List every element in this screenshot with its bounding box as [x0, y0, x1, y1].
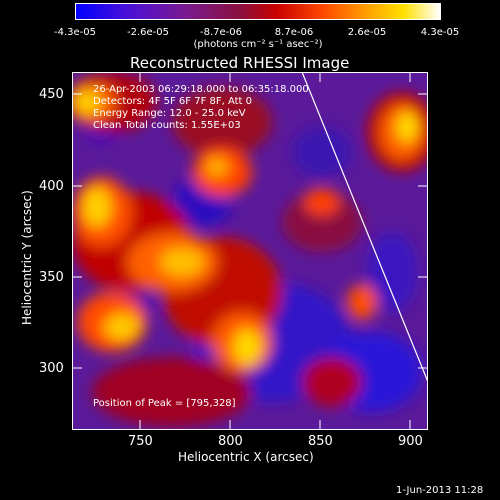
colorbar-tick-3: -8.7e-06 [200, 27, 242, 38]
annotation-energy: Energy Range: 12.0 - 25.0 keV [93, 108, 246, 119]
colorbar-tick-4: 8.7e-06 [274, 27, 314, 38]
rhessi-image [72, 72, 428, 430]
colorbar-tick-2: -2.6e-05 [127, 27, 169, 38]
plot-title: Reconstructed RHESSI Image [130, 54, 350, 72]
x-axis-label: Heliocentric X (arcsec) [178, 450, 314, 464]
annotation-time-range: 26-Apr-2003 06:29:18.000 to 06:35:18.000 [93, 84, 309, 95]
annotation-detectors: Detectors: 4F 5F 6F 7F 8F, Att 0 [93, 96, 253, 107]
y-tick-450: 450 [39, 87, 64, 102]
colorbar-tick-5: 2.6e-05 [347, 27, 387, 38]
y-tick-400: 400 [39, 179, 64, 194]
y-axis-label: Heliocentric Y (arcsec) [20, 190, 34, 325]
y-tick-350: 350 [39, 270, 64, 285]
colorbar-tick-6: 4.3e-05 [420, 27, 460, 38]
x-tick-750: 750 [128, 434, 153, 449]
x-tick-850: 850 [308, 434, 333, 449]
colorbar [75, 3, 441, 20]
footer-date: 1-Jun-2013 11:28 [396, 485, 484, 496]
colorbar-unit-label: (photons cm⁻² s⁻¹ asec⁻²) [193, 39, 323, 50]
x-tick-900: 900 [398, 434, 423, 449]
x-tick-800: 800 [218, 434, 243, 449]
annotation-method: Clean Total counts: 1.55E+03 [93, 120, 241, 131]
annotation-peak: Position of Peak = [795,328] [93, 398, 236, 409]
y-tick-300: 300 [39, 361, 64, 376]
colorbar-tick-1: -4.3e-05 [54, 27, 96, 38]
